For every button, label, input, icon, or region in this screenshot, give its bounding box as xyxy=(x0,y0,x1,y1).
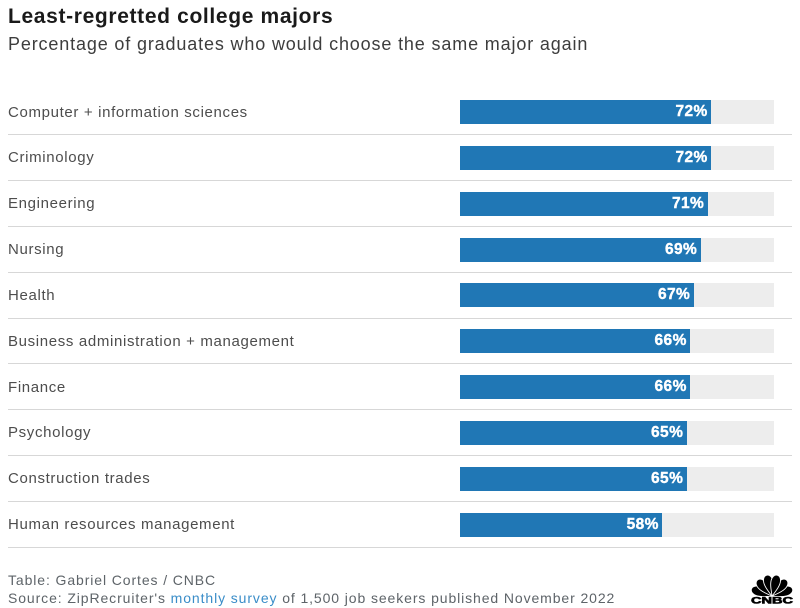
svg-text:CNBC: CNBC xyxy=(751,596,794,605)
